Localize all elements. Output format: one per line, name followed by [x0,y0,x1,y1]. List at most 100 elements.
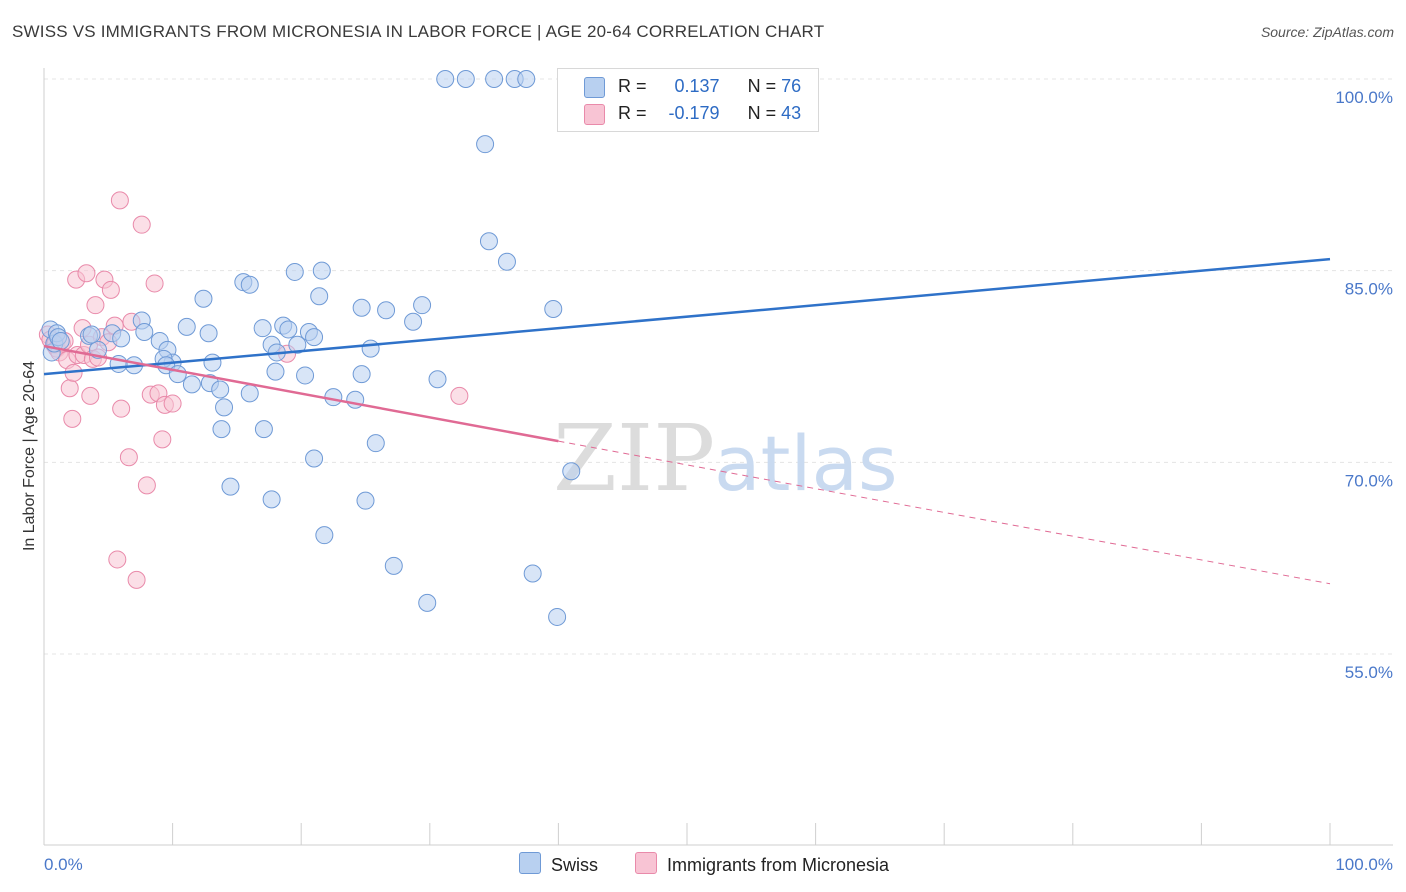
micronesia-trend-line [43,344,559,443]
micronesia-point [163,394,182,413]
swiss-point [240,275,259,294]
swiss-point [352,298,371,317]
legend-n-label-micronesia: N = [747,103,777,123]
swiss-point [366,434,385,453]
micronesia-point [127,570,146,589]
micronesia-point [132,215,151,234]
swiss-point [428,370,447,389]
micronesia-point [63,409,82,428]
swiss-point [404,312,423,331]
legend-swatch-swiss [584,77,605,98]
chart-title: SWISS VS IMMIGRANTS FROM MICRONESIA IN L… [12,22,825,41]
swiss-point [194,289,213,308]
swiss-point [203,353,222,372]
swiss-point [135,323,154,341]
swiss-trend-line [43,257,1331,376]
swiss-point [262,490,281,509]
micronesia-point [108,550,127,569]
y-tick-label: 100.0% [1335,88,1393,107]
swiss-point [497,252,516,271]
swiss-point [356,491,375,510]
swiss-point [215,398,234,417]
swiss-point [266,362,285,381]
swiss-point [279,320,298,339]
swiss-point [177,317,196,336]
legend-n-label-swiss: N = [747,76,777,96]
swiss-point [112,329,131,348]
legend-n-micronesia: 43 [781,103,802,123]
micronesia-point [81,386,100,405]
micronesia-trend-line-dashed [558,440,1331,585]
swiss-point [254,420,273,439]
swiss-point [517,70,536,88]
bottom-legend-swiss: Swiss [519,852,598,878]
grid-lines [44,78,1393,655]
swiss-point [456,70,475,88]
swiss-point [523,564,542,583]
swiss-points [41,70,581,626]
watermark-zip: ZIP [553,405,715,512]
y-tick-label: 55.0% [1345,663,1393,682]
y-axis-label: In Labor Force | Age 20-64 [21,361,38,551]
legend-n-swiss: 76 [781,76,802,96]
y-tick-label: 70.0% [1345,471,1393,490]
bottom-legend-swatch-micronesia [635,852,657,874]
bottom-legend-micronesia: Immigrants from Micronesia [635,852,889,878]
swiss-point [544,300,563,318]
micronesia-point [112,399,131,418]
swiss-point [285,262,304,281]
y-tick-label: 85.0% [1345,280,1393,299]
swiss-point [288,335,307,354]
swiss-point [384,556,403,575]
swiss-point [413,296,432,315]
bottom-legend-label-micronesia: Immigrants from Micronesia [667,855,890,875]
swiss-point [211,380,230,399]
swiss-point [485,70,504,88]
micronesia-point [77,264,96,283]
micronesia-point [450,386,469,405]
micronesia-point [137,476,156,495]
micronesia-point [153,430,172,449]
swiss-point [361,339,380,358]
legend-swatch-micronesia [584,104,605,125]
legend-r-micronesia: -0.179 [668,103,720,123]
legend-r-swiss: 0.137 [674,76,720,96]
swiss-point [168,365,187,384]
x-tick-label: 100.0% [1335,855,1393,874]
swiss-point [418,593,437,612]
bottom-legend-label-swiss: Swiss [551,855,599,875]
micronesia-point [86,296,105,315]
swiss-point [312,261,331,280]
micronesia-point [60,379,79,398]
watermark: ZIP atlas [553,405,898,512]
watermark-atlas: atlas [714,419,898,508]
swiss-point [182,375,201,394]
micronesia-point [101,280,120,299]
swiss-point [82,325,101,344]
swiss-point [212,420,231,439]
micronesia-point [119,448,138,467]
legend: R = 0.137 N = 76 R = -0.179 N = 43 [557,68,819,132]
x-tick-labels: 0.0% 100.0% [44,855,1393,874]
swiss-point [305,449,324,468]
swiss-point [562,462,581,481]
swiss-point [377,301,396,320]
swiss-point [253,319,272,338]
micronesia-point [110,191,129,210]
swiss-point [221,477,240,496]
swiss-point [476,135,495,154]
legend-r-label-micronesia: R = [618,103,647,123]
swiss-point [305,328,324,347]
swiss-point [436,70,455,88]
swiss-point [310,287,329,306]
legend-r-label-swiss: R = [618,76,647,96]
y-tick-labels: 55.0% 70.0% 85.0% 100.0% [1335,88,1393,682]
swiss-point [296,366,315,385]
axes [43,68,1393,846]
swiss-point [240,384,259,403]
micronesia-point [145,274,164,293]
swiss-point [352,365,371,384]
bottom-legend-swatch-swiss [519,852,541,874]
source-note: Source: ZipAtlas.com [1260,24,1394,40]
